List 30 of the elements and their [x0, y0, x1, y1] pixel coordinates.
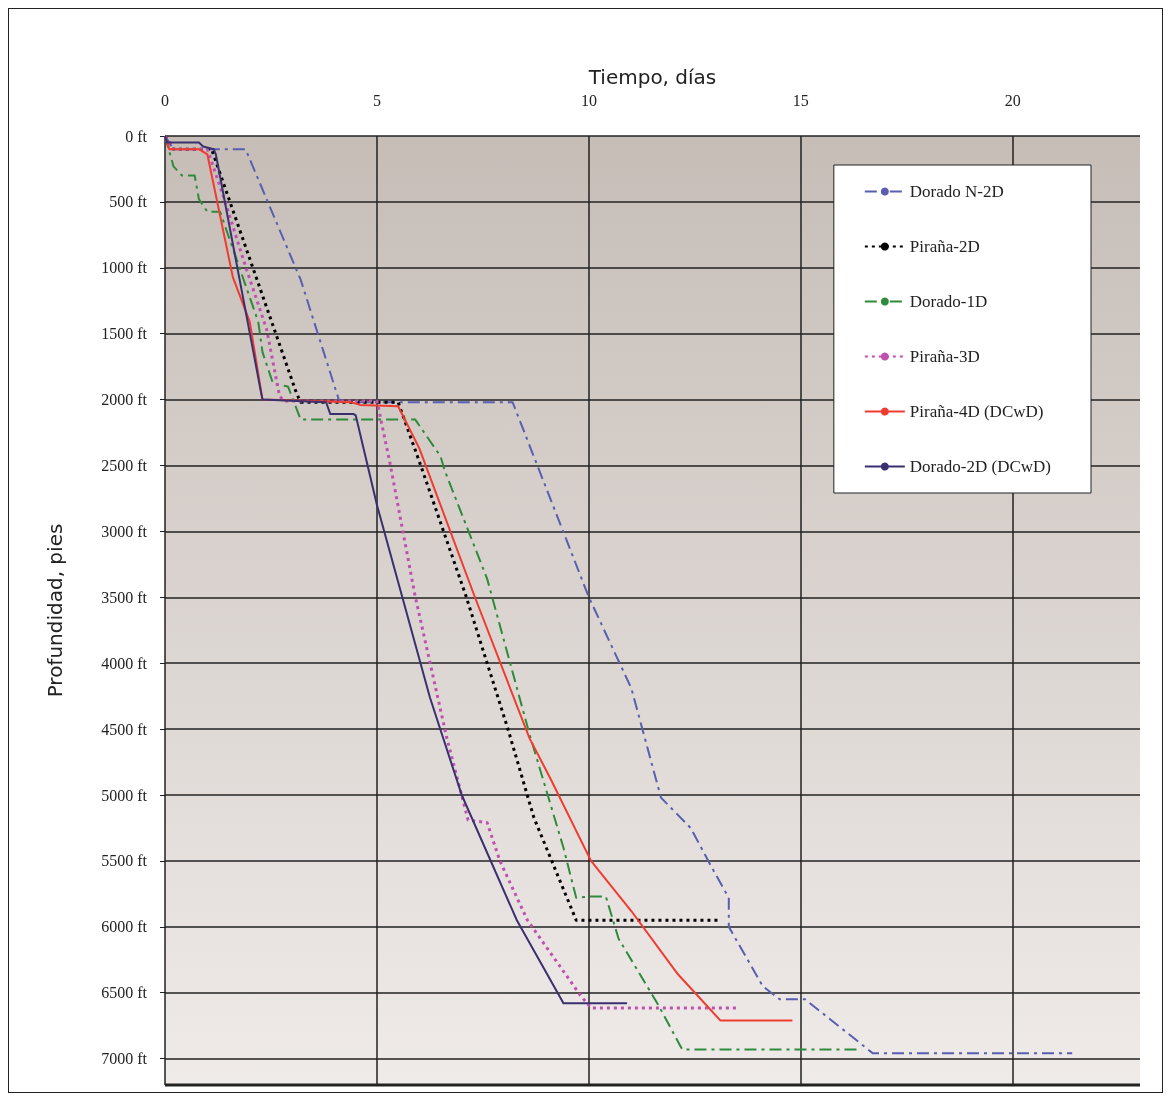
y-tick-label: 0 ft [125, 127, 148, 145]
y-tick-label: 1000 ft [101, 259, 148, 277]
y-tick-label: 5000 ft [101, 786, 148, 804]
legend-label: Dorado N-2D [909, 182, 1004, 201]
legend-label: Piraña-4D (DCwD) [909, 402, 1044, 421]
x-tick-label: 15 [792, 91, 809, 109]
y-tick-label: 3500 ft [101, 588, 148, 606]
y-tick-label: 6500 ft [101, 984, 148, 1002]
legend-label: Piraña-2D [909, 237, 980, 256]
y-tick-label: 2000 ft [101, 391, 148, 409]
legend-label: Dorado-1D [909, 292, 988, 311]
y-tick-label: 3000 ft [101, 522, 148, 540]
y-tick-label: 4000 ft [101, 654, 148, 672]
line-series [164, 135, 1074, 1055]
y-tick-label: 2500 ft [101, 457, 148, 475]
y-tick-label: 4500 ft [101, 720, 148, 738]
y-tick-label: 500 ft [109, 193, 148, 211]
x-tick-label: 10 [580, 91, 597, 109]
legend-label: Piraña-3D [909, 347, 980, 366]
x-tick-label: 20 [1004, 91, 1021, 109]
y-tick-label: 6000 ft [101, 918, 148, 936]
x-tick-label: 5 [372, 91, 381, 109]
y-tick-label: 5500 ft [101, 852, 148, 870]
line-series [164, 135, 629, 1005]
x-axis-title: Tiempo, días [587, 65, 717, 90]
legend-label: Dorado-2D (DCwD) [909, 457, 1052, 476]
y-tick-label: 7000 ft [101, 1050, 148, 1068]
x-tick-label: 0 [161, 91, 169, 109]
y-axis-title: Profundidad, pies [43, 523, 67, 698]
y-tick-label: 1500 ft [101, 325, 148, 343]
